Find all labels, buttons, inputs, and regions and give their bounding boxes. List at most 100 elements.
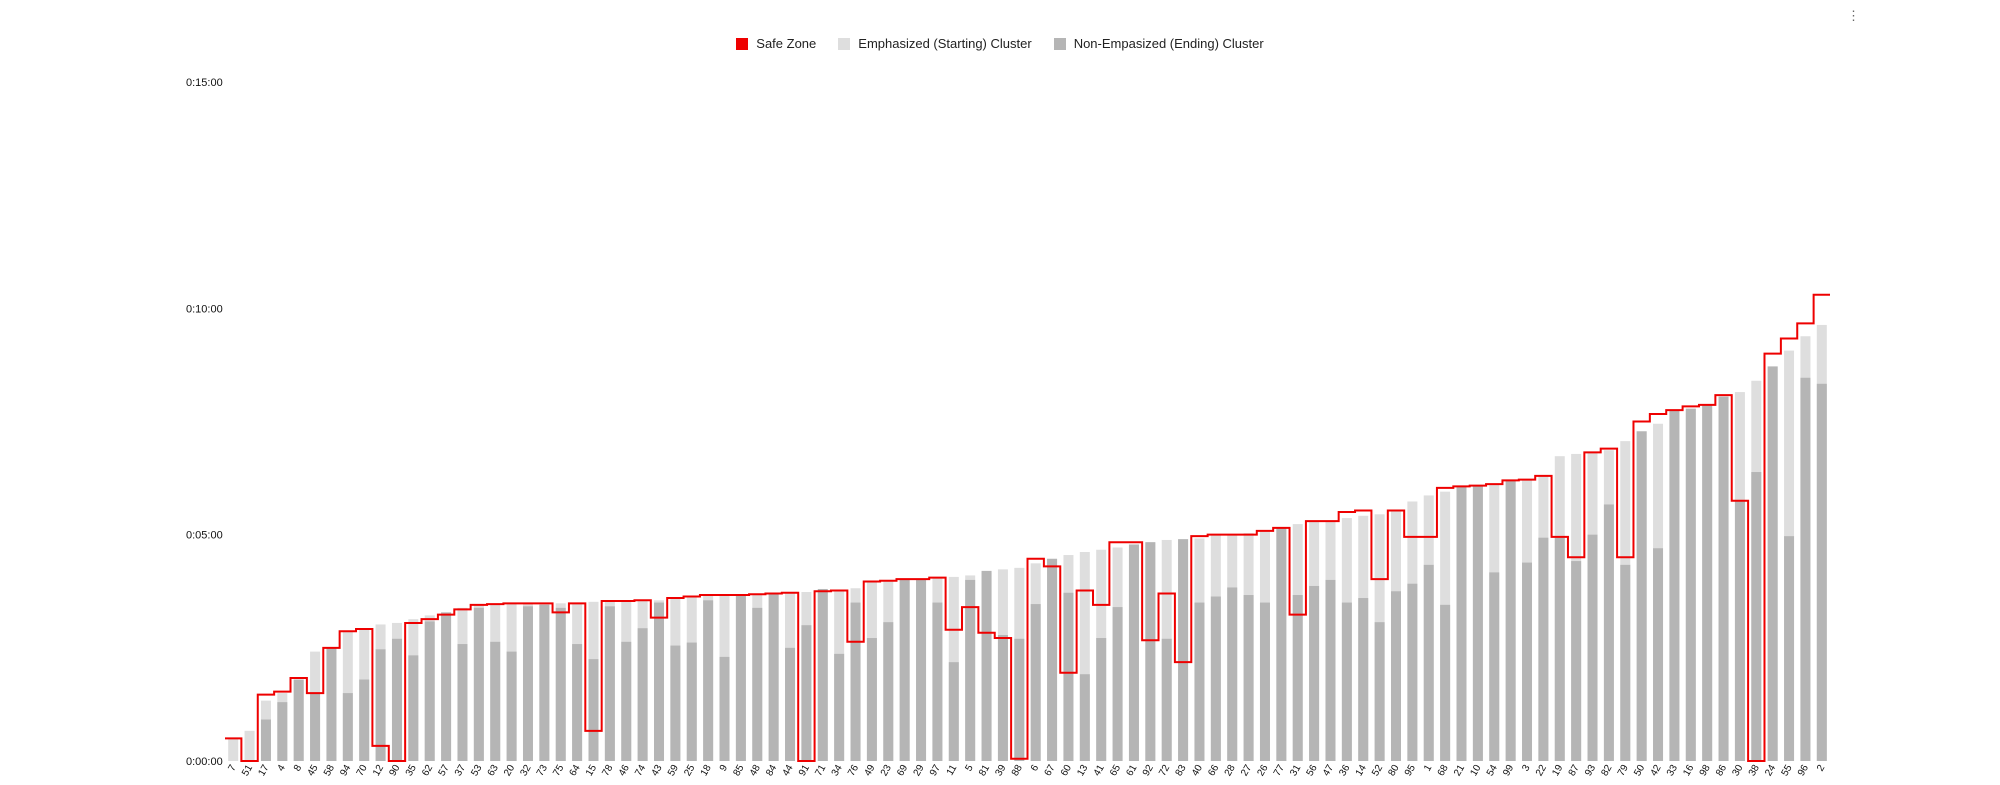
- x-tick-label: 48: [748, 763, 763, 779]
- bar-non-emphasized: [1636, 431, 1647, 761]
- bar-emphasized: [228, 738, 239, 761]
- x-tick-label: 43: [650, 763, 665, 779]
- x-tick-label: 78: [600, 763, 615, 779]
- bar-non-emphasized: [1784, 536, 1795, 761]
- bar-non-emphasized: [866, 638, 877, 761]
- bar-non-emphasized: [1505, 480, 1516, 761]
- bar-non-emphasized: [375, 649, 386, 761]
- legend-swatch: [1053, 37, 1066, 50]
- x-tick-label: 82: [1599, 763, 1614, 779]
- x-tick-label: 44: [781, 763, 796, 779]
- bar-non-emphasized: [1079, 674, 1090, 761]
- x-tick-label: 91: [797, 763, 812, 779]
- x-tick-label: 83: [1174, 763, 1189, 779]
- bar-non-emphasized: [817, 588, 828, 761]
- x-tick-label: 55: [1780, 763, 1795, 779]
- legend-item-1[interactable]: Emphasized (Starting) Cluster: [838, 36, 1032, 51]
- x-tick-label: 54: [1485, 763, 1500, 779]
- x-tick-label: 30: [1730, 763, 1745, 779]
- bar-non-emphasized: [1522, 562, 1533, 761]
- bar-non-emphasized: [1374, 622, 1385, 761]
- bar-non-emphasized: [1178, 539, 1189, 761]
- x-tick-label: 5: [963, 763, 976, 774]
- x-tick-label: 41: [1092, 763, 1107, 779]
- bar-non-emphasized: [1145, 542, 1156, 761]
- bar-emphasized: [1079, 552, 1090, 761]
- bar-non-emphasized: [801, 625, 812, 761]
- bar-non-emphasized: [1734, 500, 1745, 761]
- x-tick-label: 67: [1043, 763, 1058, 779]
- y-axis: 0:00:00 0:05:00 0:10:00 0:15:00: [186, 77, 223, 768]
- bar-non-emphasized: [1407, 583, 1418, 761]
- bar-emphasized: [244, 730, 255, 761]
- x-tick-label: 24: [1763, 763, 1778, 779]
- x-tick-label: 70: [355, 763, 370, 779]
- bar-non-emphasized: [293, 679, 304, 761]
- x-tick-label: 68: [1436, 763, 1451, 779]
- x-tick-label: 4: [276, 763, 289, 774]
- x-tick-label: 33: [1665, 763, 1680, 779]
- x-tick-label: 64: [568, 763, 583, 779]
- x-tick-label: 29: [912, 763, 927, 779]
- bar-non-emphasized: [604, 606, 615, 761]
- legend-item-0[interactable]: Safe Zone: [736, 36, 816, 51]
- bar-non-emphasized: [965, 579, 976, 761]
- bar-non-emphasized: [637, 628, 648, 761]
- x-tick-label: 50: [1632, 763, 1647, 779]
- bar-non-emphasized: [1194, 602, 1205, 761]
- bar-non-emphasized: [1128, 544, 1139, 761]
- x-tick-label: 62: [420, 763, 435, 779]
- x-tick-label: 99: [1501, 763, 1516, 779]
- x-tick-label: 32: [518, 763, 533, 779]
- bar-non-emphasized: [1702, 404, 1713, 761]
- x-tick-label: 84: [764, 763, 779, 779]
- x-tick-label: 81: [977, 763, 992, 779]
- chart-legend: Safe Zone Emphasized (Starting) Cluster No…: [0, 36, 2000, 51]
- safe-zone-layer: [225, 293, 1830, 762]
- bar-non-emphasized: [1358, 598, 1369, 761]
- legend-swatch: [838, 37, 851, 50]
- x-tick-label: 22: [1534, 763, 1549, 779]
- x-tick-label: 52: [1370, 763, 1385, 779]
- bar-non-emphasized: [277, 702, 288, 761]
- bar-non-emphasized: [1767, 366, 1778, 761]
- legend-item-2[interactable]: Non-Empasized (Ending) Cluster: [1053, 36, 1264, 51]
- x-tick-label: 92: [1141, 763, 1156, 779]
- bar-non-emphasized: [1538, 537, 1549, 761]
- x-tick-label: 31: [1288, 763, 1303, 779]
- bar-non-emphasized: [310, 693, 321, 761]
- bar-non-emphasized: [834, 653, 845, 761]
- more-vert-icon[interactable]: ⋮: [1847, 8, 1860, 23]
- bar-non-emphasized: [768, 593, 779, 761]
- x-tick-label: 97: [928, 763, 943, 779]
- x-tick-label: 94: [338, 763, 353, 779]
- x-tick-label: 19: [1550, 763, 1565, 779]
- x-tick-label: 9: [718, 763, 731, 774]
- bar-non-emphasized: [1161, 638, 1172, 761]
- bar-non-emphasized: [1047, 558, 1058, 761]
- x-tick-label: 57: [437, 763, 452, 779]
- bar-non-emphasized: [1685, 408, 1696, 761]
- bar-non-emphasized: [1587, 534, 1598, 761]
- x-tick-label: 15: [584, 763, 599, 779]
- bar-non-emphasized: [539, 604, 550, 761]
- x-tick-label: 98: [1698, 763, 1713, 779]
- x-tick-label: 12: [371, 763, 386, 779]
- bar-non-emphasized: [1554, 537, 1565, 761]
- bar-non-emphasized: [621, 641, 632, 761]
- x-tick-label: 60: [1059, 763, 1074, 779]
- bar-non-emphasized: [1800, 377, 1811, 761]
- x-tick-label: 87: [1567, 763, 1582, 779]
- x-tick-label: 93: [1583, 763, 1598, 779]
- bar-non-emphasized: [1063, 592, 1074, 761]
- x-tick-label: 96: [1796, 763, 1811, 779]
- bar-non-emphasized: [1669, 410, 1680, 761]
- bar-non-emphasized: [686, 642, 697, 761]
- bar-non-emphasized: [1227, 587, 1238, 761]
- x-tick-label: 85: [731, 763, 746, 779]
- x-tick-label: 74: [633, 763, 648, 779]
- x-tick-label: 21: [1452, 763, 1467, 779]
- bar-non-emphasized: [981, 570, 992, 761]
- x-tick-label: 3: [1520, 763, 1533, 774]
